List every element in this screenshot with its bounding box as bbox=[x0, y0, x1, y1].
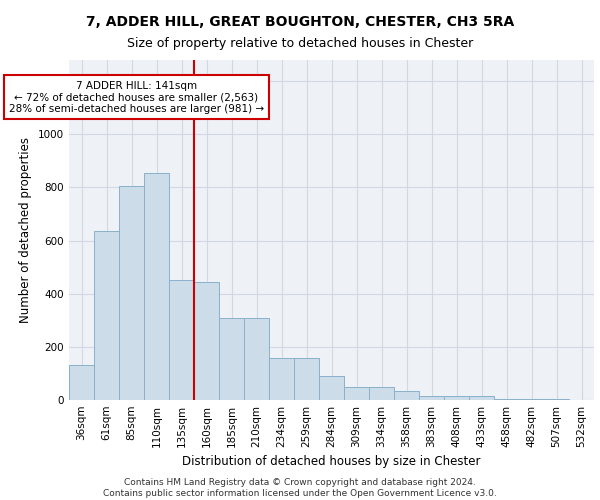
Bar bbox=[344, 386, 369, 400]
Bar bbox=[194, 282, 219, 400]
Bar bbox=[419, 396, 444, 400]
Bar bbox=[69, 366, 94, 400]
Text: 7 ADDER HILL: 141sqm
← 72% of detached houses are smaller (2,563)
28% of semi-de: 7 ADDER HILL: 141sqm ← 72% of detached h… bbox=[9, 80, 264, 114]
Bar bbox=[119, 186, 144, 400]
Bar bbox=[369, 386, 394, 400]
Bar bbox=[319, 376, 344, 400]
Bar bbox=[544, 398, 569, 400]
Bar bbox=[269, 358, 294, 400]
Bar bbox=[394, 390, 419, 400]
Y-axis label: Number of detached properties: Number of detached properties bbox=[19, 137, 32, 323]
Text: Size of property relative to detached houses in Chester: Size of property relative to detached ho… bbox=[127, 38, 473, 51]
X-axis label: Distribution of detached houses by size in Chester: Distribution of detached houses by size … bbox=[182, 456, 481, 468]
Bar bbox=[219, 318, 244, 400]
Bar bbox=[144, 173, 169, 400]
Bar bbox=[469, 396, 494, 400]
Bar bbox=[244, 318, 269, 400]
Bar bbox=[169, 280, 194, 400]
Bar bbox=[519, 398, 544, 400]
Text: Contains HM Land Registry data © Crown copyright and database right 2024.
Contai: Contains HM Land Registry data © Crown c… bbox=[103, 478, 497, 498]
Bar bbox=[94, 232, 119, 400]
Bar bbox=[294, 358, 319, 400]
Bar bbox=[494, 398, 519, 400]
Text: 7, ADDER HILL, GREAT BOUGHTON, CHESTER, CH3 5RA: 7, ADDER HILL, GREAT BOUGHTON, CHESTER, … bbox=[86, 15, 514, 29]
Bar bbox=[444, 396, 469, 400]
